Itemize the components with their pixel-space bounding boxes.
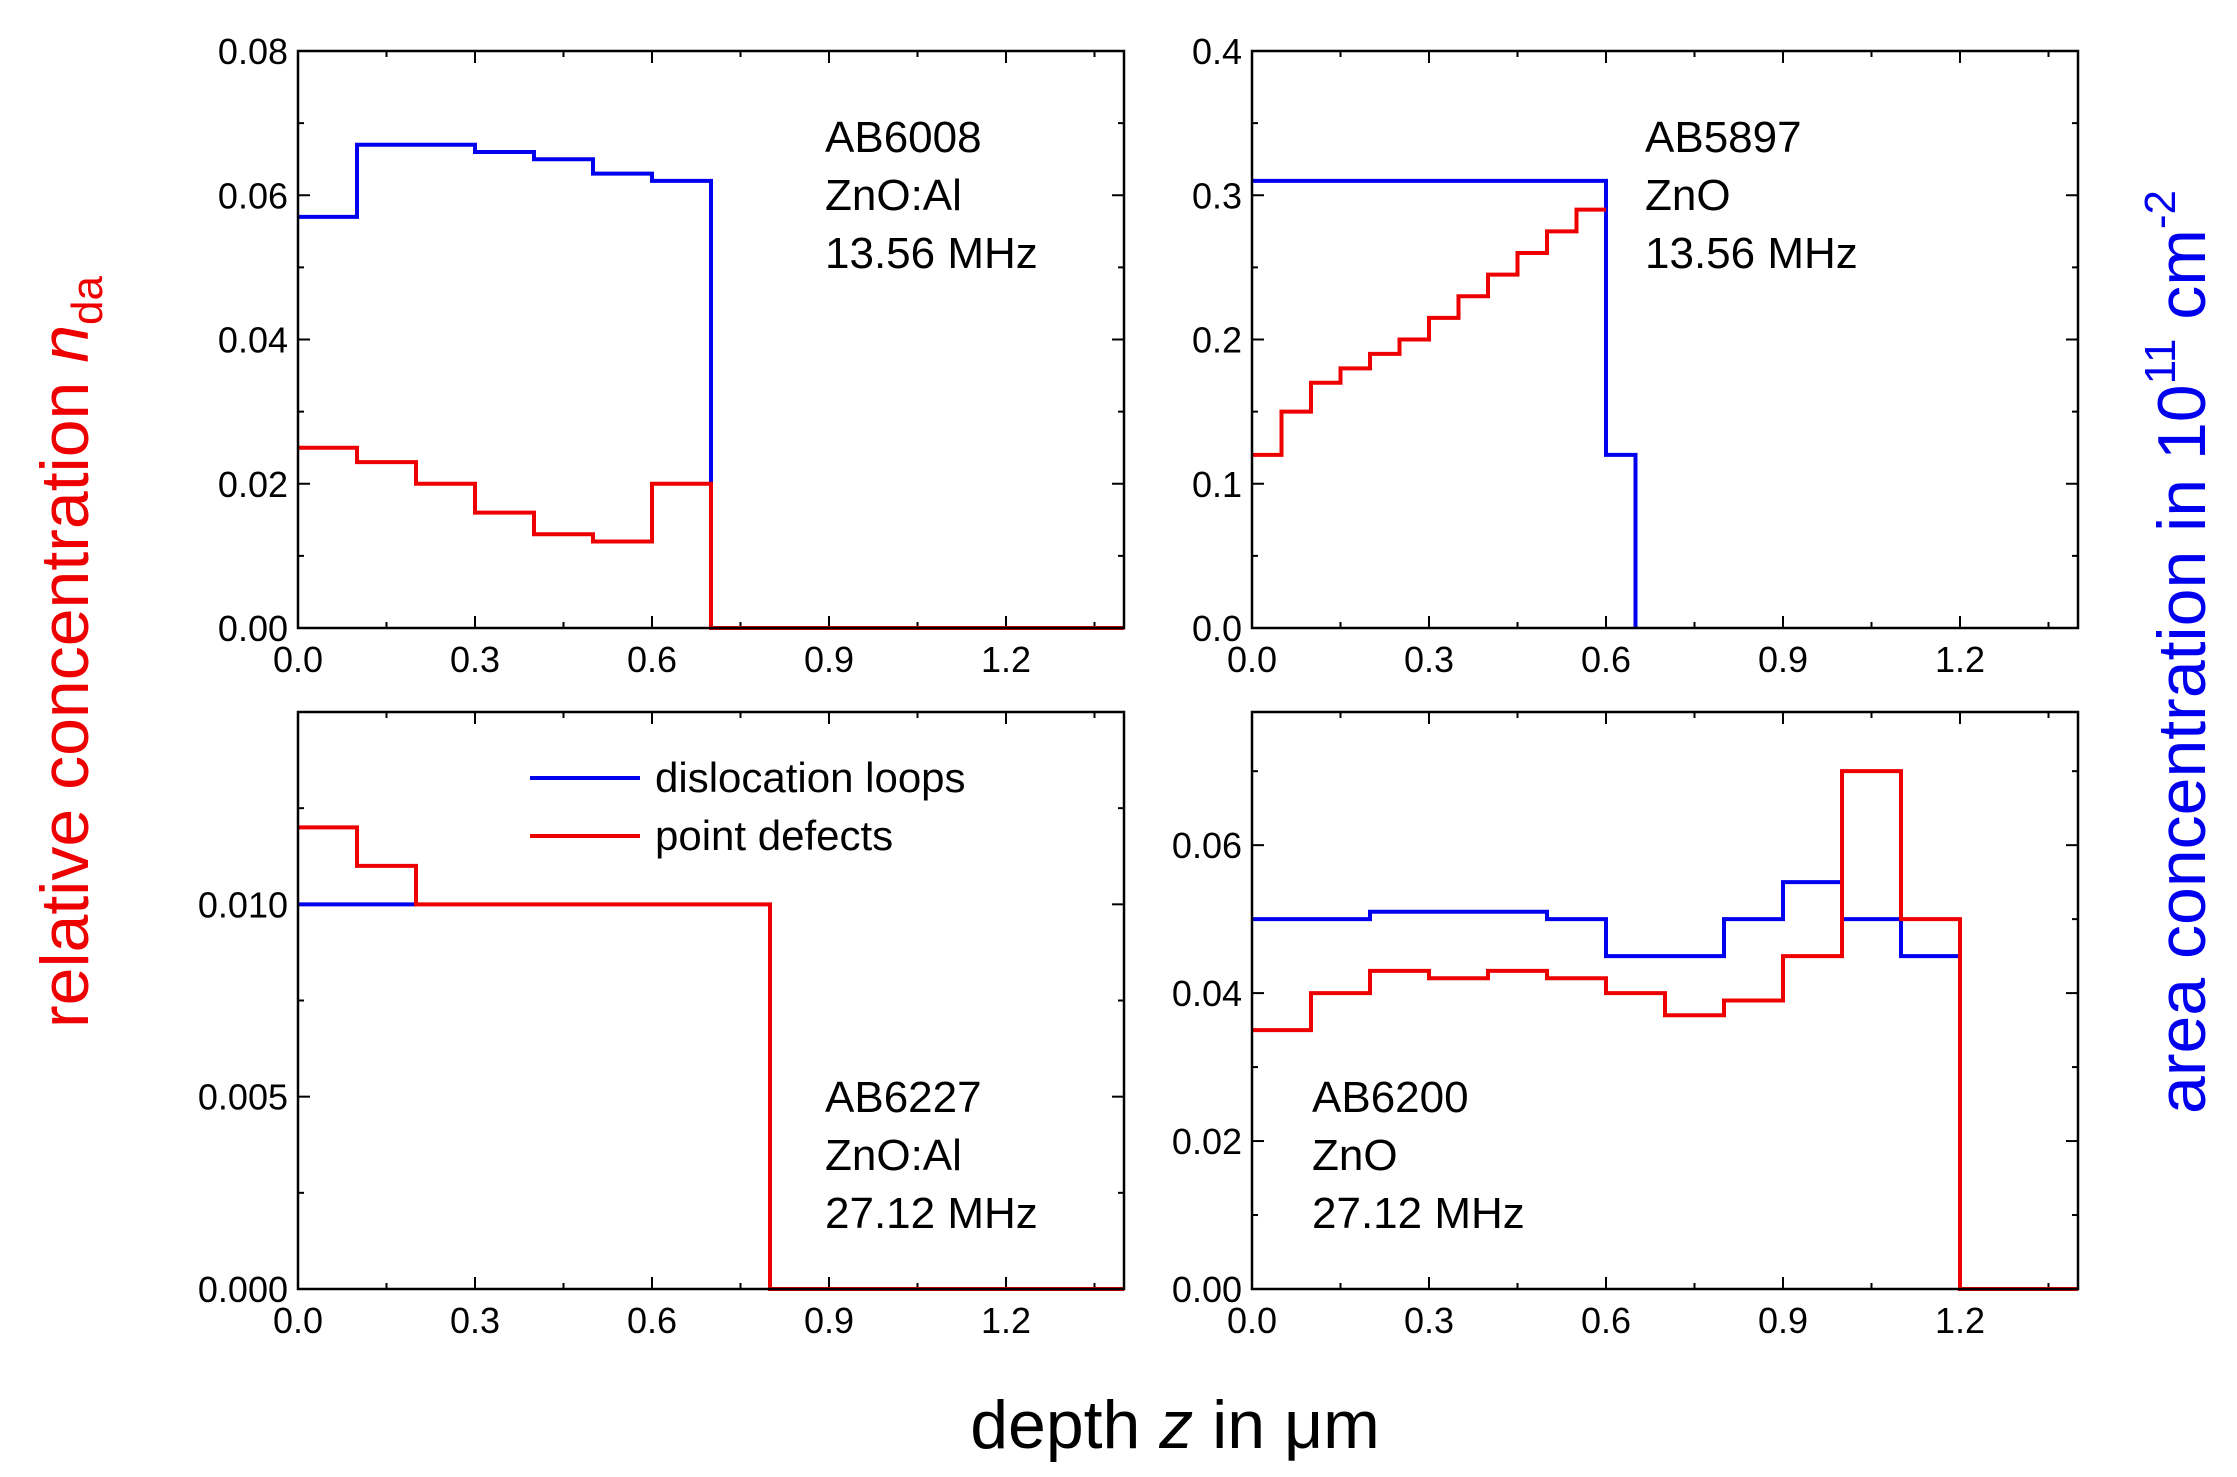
sample-annotation: ZnO:Al <box>825 171 962 220</box>
x-tick-label: 0.9 <box>1758 1300 1808 1341</box>
y-tick-label: 0.3 <box>1192 175 1242 216</box>
y-tick-label: 0.06 <box>1172 825 1242 866</box>
left-y-axis-title: relative concentration nda <box>27 275 112 1028</box>
y-tick-label: 0.010 <box>198 884 288 925</box>
x-tick-label: 0.0 <box>1227 1300 1277 1341</box>
x-tick-label: 0.9 <box>1758 639 1808 680</box>
y-tick-label: 0.02 <box>1172 1121 1242 1162</box>
sample-annotation: 13.56 MHz <box>825 229 1038 278</box>
y-tick-label: 0.0 <box>1192 608 1242 649</box>
x-tick-label: 0.6 <box>627 1300 677 1341</box>
y-tick-label: 0.04 <box>1172 973 1242 1014</box>
y-tick-label: 0.4 <box>1192 31 1242 72</box>
x-axis-title: depth z in μm <box>970 1387 1380 1463</box>
y-tick-label: 0.08 <box>218 31 288 72</box>
panel-3: 0.0 0.3 0.6 0.9 1.2 0.000 0.005 0.010 AB6227 ZnO:… <box>198 710 1126 1341</box>
sample-annotation: ZnO <box>1645 171 1731 220</box>
panel-1: 0.0 0.3 0.6 0.9 1.2 0.00 0.02 0.04 0.06 0.08 AB600… <box>218 31 1126 680</box>
series-dislocation-loops-line <box>1252 178 1638 628</box>
y-tick-label: 0.00 <box>1172 1269 1242 1310</box>
x-tick-label: 0.0 <box>273 1300 323 1341</box>
y-tick-label: 0.06 <box>218 175 288 216</box>
sample-annotation: AB6008 <box>825 113 982 162</box>
x-tick-label: 1.2 <box>981 1300 1031 1341</box>
x-tick-label: 0.0 <box>1227 639 1277 680</box>
sample-annotation: ZnO:Al <box>825 1131 962 1180</box>
legend: dislocation loops point defects <box>530 754 966 859</box>
x-tick-label: 0.9 <box>804 639 854 680</box>
right-y-axis-title: area concentration in 1011 cm-2 <box>2136 190 2220 1114</box>
panel-4: 0.0 0.3 0.6 0.9 1.2 0.00 0.02 0.04 0.06 AB6200 ZnO… <box>1172 710 2080 1341</box>
x-tick-label: 0.6 <box>1581 1300 1631 1341</box>
x-tick-label: 1.2 <box>1935 639 1985 680</box>
x-tick-label: 0.6 <box>1581 639 1631 680</box>
y-tick-label: 0.000 <box>198 1269 288 1310</box>
x-tick-label: 0.6 <box>627 639 677 680</box>
plot-frame <box>1250 49 2080 630</box>
sample-annotation: AB6227 <box>825 1073 982 1122</box>
y-tick-label: 0.00 <box>218 608 288 649</box>
y-tick-label: 0.04 <box>218 320 288 361</box>
x-tick-label: 0.9 <box>804 1300 854 1341</box>
x-tick-label: 0.3 <box>1404 1300 1454 1341</box>
sample-annotation: ZnO <box>1312 1131 1398 1180</box>
series-point-defects-line <box>298 825 1124 1291</box>
y-tick-label: 0.2 <box>1192 320 1242 361</box>
sample-annotation: 27.12 MHz <box>825 1189 1038 1238</box>
sample-annotation: 13.56 MHz <box>1645 229 1858 278</box>
series-dislocation-loops-line <box>298 142 713 484</box>
y-tick-label: 0.02 <box>218 464 288 505</box>
series-point-defects-line <box>298 445 1124 630</box>
x-tick-label: 1.2 <box>981 639 1031 680</box>
x-tick-label: 1.2 <box>1935 1300 1985 1341</box>
x-tick-label: 0.3 <box>1404 639 1454 680</box>
plot-frame <box>1250 710 2080 1291</box>
x-tick-label: 0.0 <box>273 639 323 680</box>
plot-frame <box>296 49 1126 630</box>
sample-annotation: AB5897 <box>1645 113 1802 162</box>
panel-2: 0.0 0.3 0.6 0.9 1.2 0.0 0.1 0.2 0.3 0.4 AB5897 ZnO 1… <box>1192 31 2080 680</box>
legend-label-point: point defects <box>655 812 893 859</box>
sample-annotation: AB6200 <box>1312 1073 1469 1122</box>
x-tick-label: 0.3 <box>450 639 500 680</box>
series-point-defects-line <box>1252 769 2078 1291</box>
y-tick-label: 0.1 <box>1192 464 1242 505</box>
series-point-defects-line <box>1252 207 1606 457</box>
y-tick-label: 0.005 <box>198 1077 288 1118</box>
plot-frame <box>296 710 1126 1291</box>
sample-annotation: 27.12 MHz <box>1312 1189 1525 1238</box>
series-dislocation-loops-line <box>1252 880 1960 959</box>
legend-label-dislocation: dislocation loops <box>655 754 966 801</box>
x-tick-label: 0.3 <box>450 1300 500 1341</box>
